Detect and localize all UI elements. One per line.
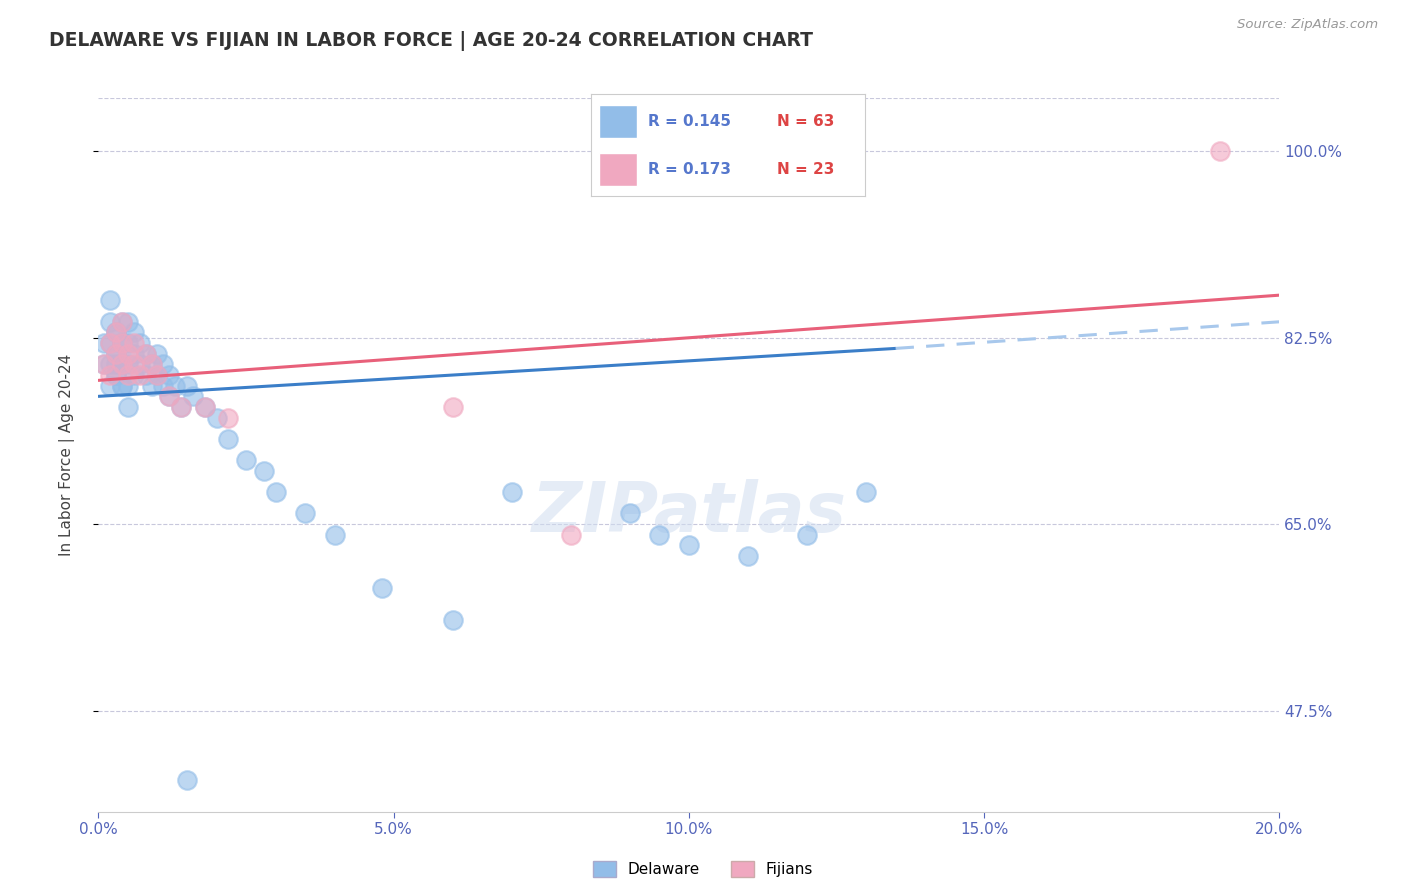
Point bbox=[105, 347, 128, 361]
Point bbox=[135, 347, 157, 361]
Point bbox=[217, 410, 239, 425]
Point bbox=[323, 528, 346, 542]
Text: Source: ZipAtlas.com: Source: ZipAtlas.com bbox=[1237, 18, 1378, 31]
Point bbox=[105, 368, 128, 382]
Text: DELAWARE VS FIJIAN IN LABOR FORCE | AGE 20-24 CORRELATION CHART: DELAWARE VS FIJIAN IN LABOR FORCE | AGE … bbox=[49, 31, 813, 51]
Point bbox=[441, 400, 464, 414]
Point bbox=[146, 347, 169, 361]
Point bbox=[111, 336, 134, 351]
Point bbox=[157, 368, 180, 382]
Text: ZIPatlas: ZIPatlas bbox=[531, 478, 846, 546]
Point bbox=[93, 358, 115, 372]
Point bbox=[560, 528, 582, 542]
Point bbox=[98, 378, 121, 392]
Point bbox=[135, 368, 157, 382]
Bar bbox=[599, 153, 637, 186]
Point bbox=[648, 528, 671, 542]
Point bbox=[122, 358, 145, 372]
Point bbox=[122, 326, 145, 340]
Point bbox=[146, 368, 169, 382]
Point bbox=[98, 293, 121, 308]
Point bbox=[157, 389, 180, 403]
Point bbox=[165, 378, 187, 392]
Point bbox=[264, 485, 287, 500]
Point bbox=[105, 326, 128, 340]
Point bbox=[141, 378, 163, 392]
Point bbox=[141, 358, 163, 372]
Point bbox=[170, 400, 193, 414]
Point bbox=[441, 613, 464, 627]
Point bbox=[105, 358, 128, 372]
Point bbox=[105, 347, 128, 361]
Point bbox=[105, 368, 128, 382]
Point bbox=[98, 358, 121, 372]
Point bbox=[141, 358, 163, 372]
Bar bbox=[599, 105, 637, 137]
Point bbox=[117, 378, 139, 392]
Point bbox=[111, 315, 134, 329]
Point bbox=[181, 389, 204, 403]
Point bbox=[111, 358, 134, 372]
Point bbox=[170, 400, 193, 414]
Point bbox=[135, 347, 157, 361]
Point bbox=[128, 358, 150, 372]
Point bbox=[111, 358, 134, 372]
Y-axis label: In Labor Force | Age 20-24: In Labor Force | Age 20-24 bbox=[59, 354, 75, 556]
Point bbox=[217, 432, 239, 446]
Point bbox=[737, 549, 759, 563]
Point bbox=[855, 485, 877, 500]
Point bbox=[152, 378, 174, 392]
Point bbox=[176, 378, 198, 392]
Point bbox=[294, 507, 316, 521]
Point bbox=[117, 400, 139, 414]
Point bbox=[111, 378, 134, 392]
Legend: Delaware, Fijians: Delaware, Fijians bbox=[586, 855, 820, 883]
Point bbox=[128, 368, 150, 382]
Point bbox=[98, 336, 121, 351]
Point bbox=[98, 315, 121, 329]
Point bbox=[117, 358, 139, 372]
Point bbox=[122, 347, 145, 361]
Point bbox=[253, 464, 276, 478]
Point bbox=[111, 315, 134, 329]
Point bbox=[235, 453, 257, 467]
Text: N = 63: N = 63 bbox=[778, 114, 834, 128]
Point bbox=[501, 485, 523, 500]
Text: N = 23: N = 23 bbox=[778, 162, 834, 178]
Point bbox=[117, 336, 139, 351]
Point bbox=[105, 347, 128, 361]
Point bbox=[98, 336, 121, 351]
Point bbox=[371, 581, 394, 595]
Point bbox=[93, 336, 115, 351]
Point bbox=[122, 368, 145, 382]
Point bbox=[194, 400, 217, 414]
Point bbox=[111, 358, 134, 372]
Text: R = 0.145: R = 0.145 bbox=[648, 114, 731, 128]
Point bbox=[105, 326, 128, 340]
Point bbox=[152, 358, 174, 372]
Text: R = 0.173: R = 0.173 bbox=[648, 162, 731, 178]
Point bbox=[128, 336, 150, 351]
Point bbox=[111, 378, 134, 392]
Point bbox=[117, 368, 139, 382]
Point bbox=[796, 528, 818, 542]
Point bbox=[105, 326, 128, 340]
Point bbox=[194, 400, 217, 414]
Point bbox=[205, 410, 228, 425]
Point bbox=[117, 347, 139, 361]
Point bbox=[619, 507, 641, 521]
Point bbox=[98, 368, 121, 382]
Point bbox=[111, 336, 134, 351]
Point bbox=[176, 772, 198, 787]
Point bbox=[146, 368, 169, 382]
Point bbox=[117, 315, 139, 329]
Point bbox=[1209, 145, 1232, 159]
Point bbox=[111, 336, 134, 351]
Point bbox=[122, 336, 145, 351]
Point bbox=[93, 358, 115, 372]
Point bbox=[157, 389, 180, 403]
Point bbox=[678, 538, 700, 552]
